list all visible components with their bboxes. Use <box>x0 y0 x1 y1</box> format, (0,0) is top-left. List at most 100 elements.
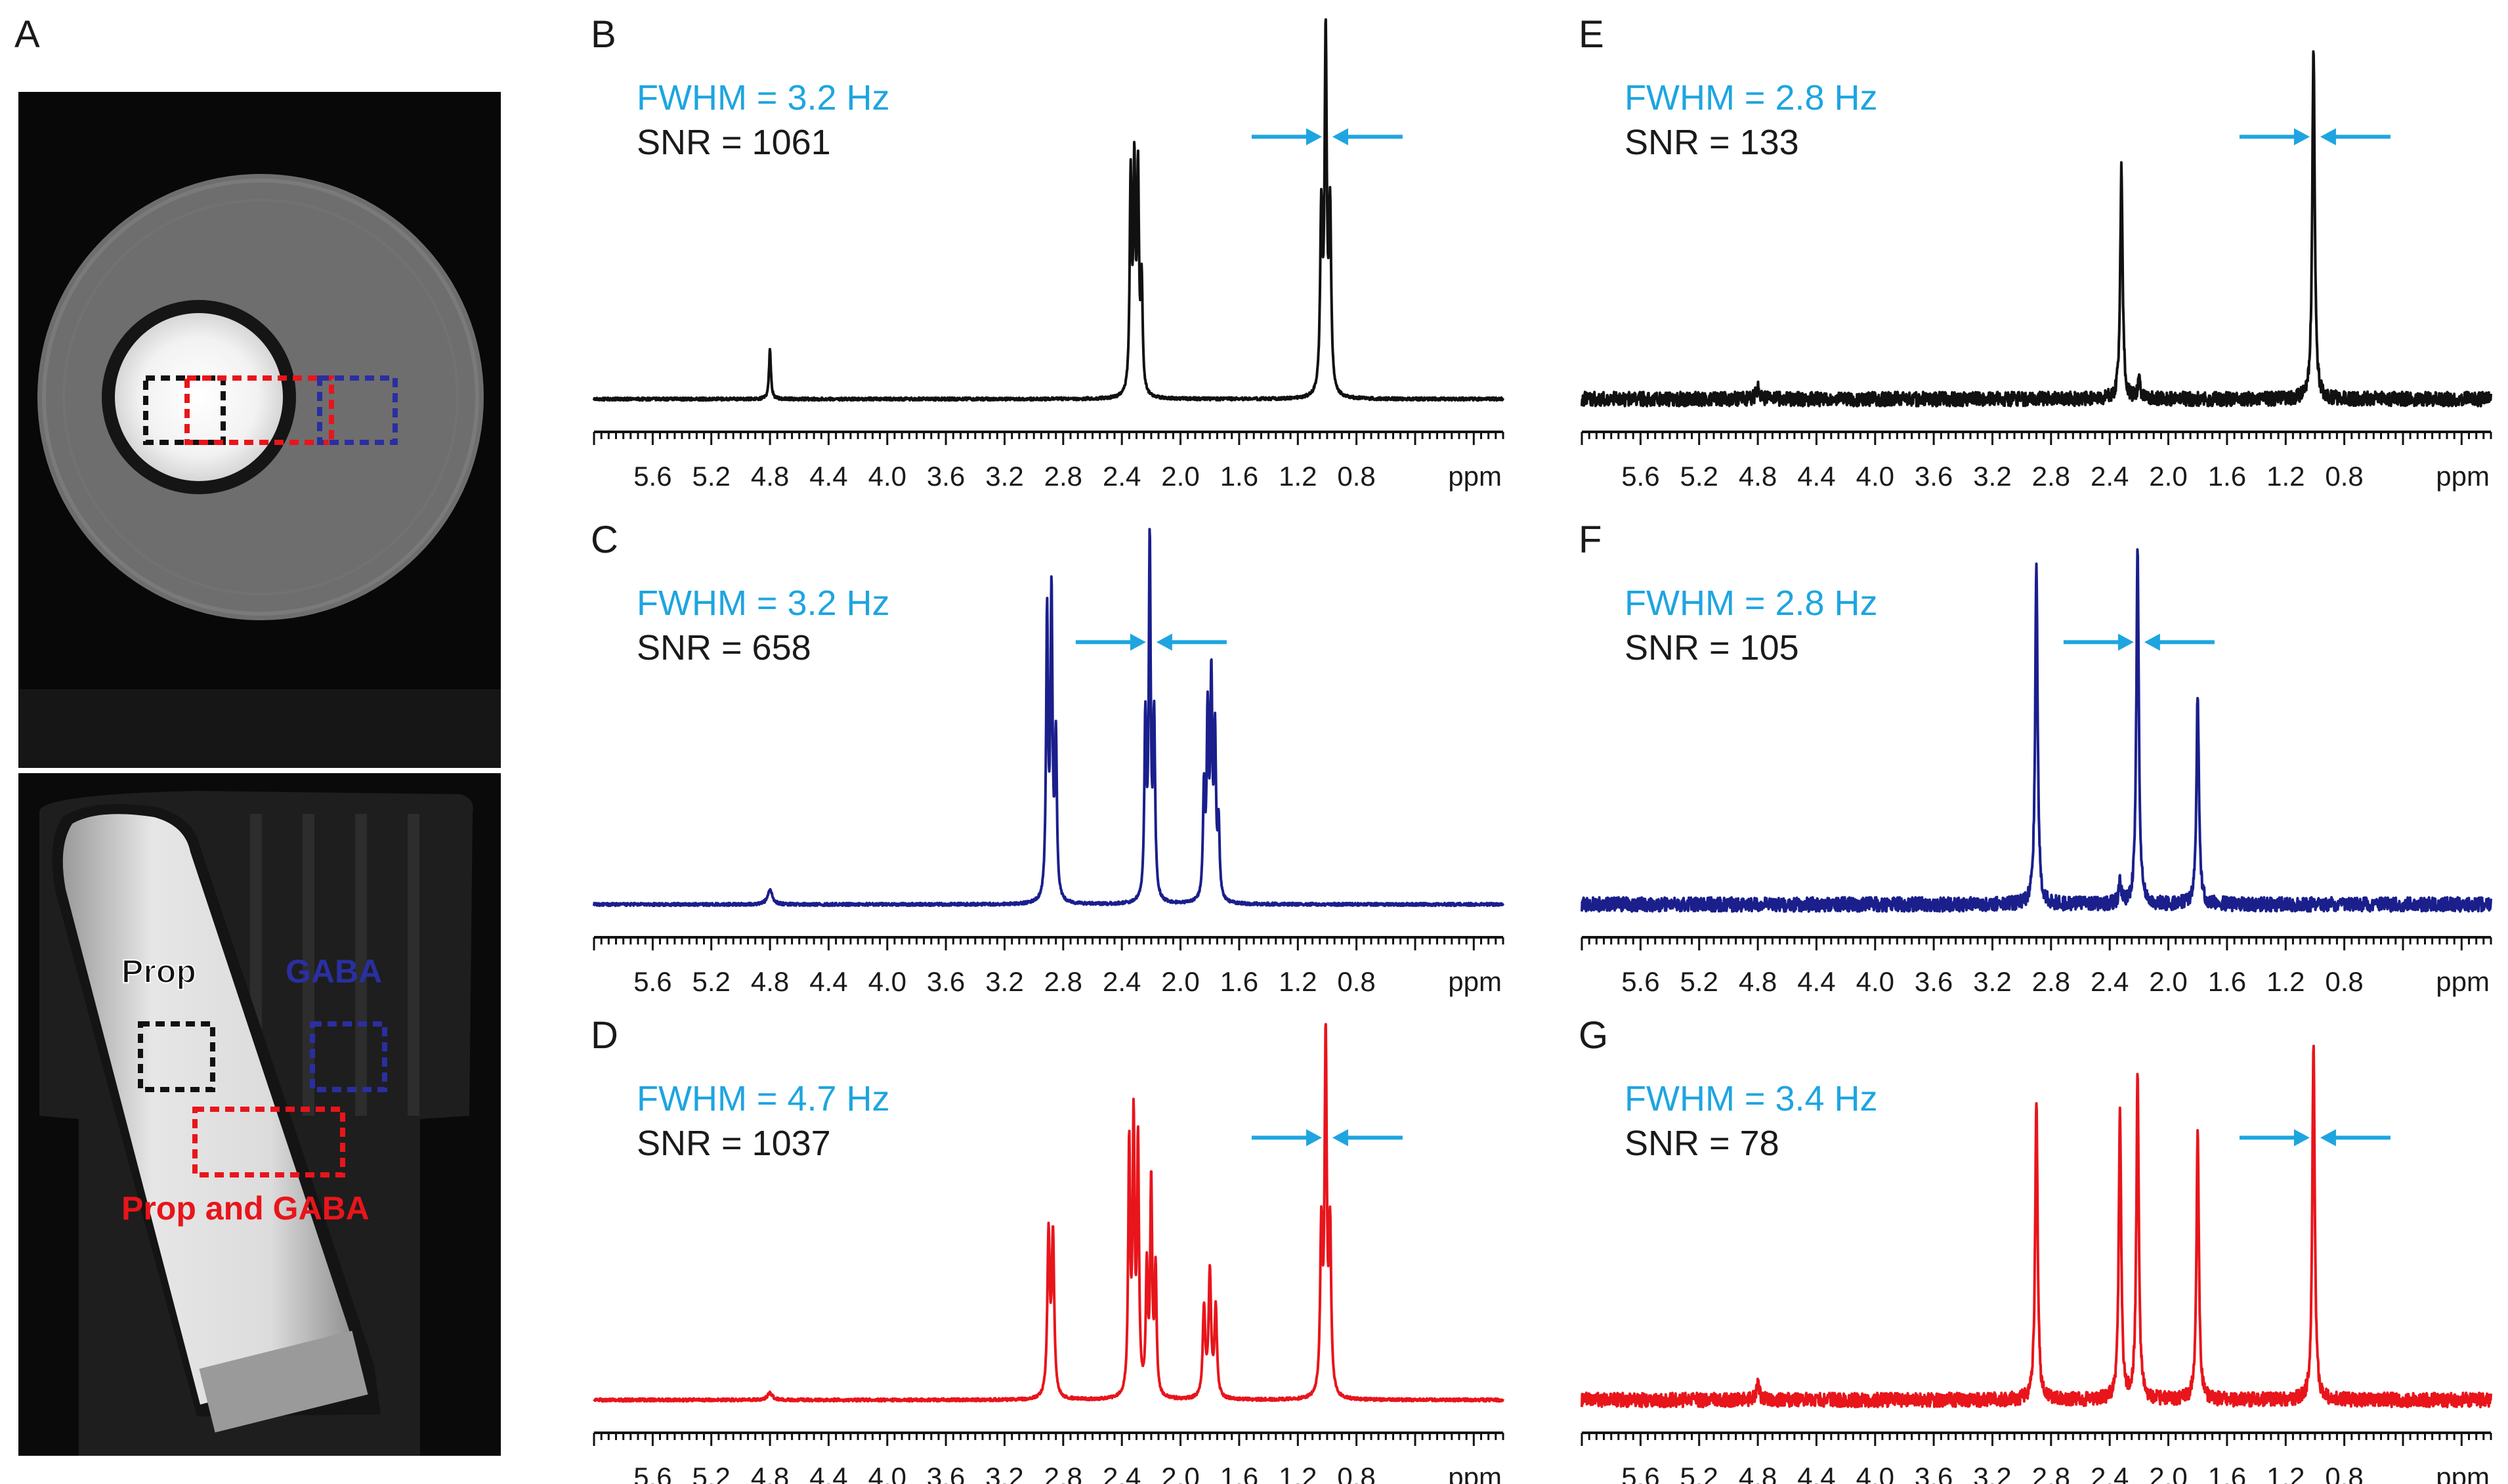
arrowhead-left <box>2320 128 2336 146</box>
fwhm-label: FWHM = 2.8 Hz <box>1625 78 1878 117</box>
tick-label: 3.6 <box>927 461 965 492</box>
panel-letter: E <box>1579 13 1604 56</box>
snr-label: SNR = 1037 <box>637 1124 831 1163</box>
tick-label: 2.8 <box>1044 1462 1082 1484</box>
tick-label: 0.8 <box>2325 1462 2363 1484</box>
x-axis-label: ppm <box>1448 461 1502 492</box>
arrowhead-left <box>1156 633 1172 651</box>
tick-label: 2.4 <box>2091 966 2129 997</box>
snr-label: SNR = 105 <box>1625 628 1799 668</box>
spectrum-panel-g: G FWHM = 3.4 Hz SNR = 78 5.6 5.2 4.8 4.4 4.0 3.6… <box>1579 1014 2492 1484</box>
spectrum-panel-e: E FWHM = 2.8 Hz SNR = 133 5.6 5.2 4.8 4.4 4.0 3.… <box>1579 13 2492 492</box>
panel-letter: B <box>591 13 616 56</box>
gaba-voxel-box-sagittal <box>310 1021 387 1092</box>
tick-label: 3.2 <box>1973 461 2011 492</box>
spectrum-panel-c: C FWHM = 3.2 Hz SNR = 658 5.6 5.2 4.8 4.4 4.0 3.… <box>591 519 1504 997</box>
tick-label: 4.0 <box>868 461 906 492</box>
arrowhead-left <box>1332 1129 1348 1147</box>
tick-label: 5.2 <box>1680 966 1718 997</box>
tick-label: 1.6 <box>1220 461 1258 492</box>
tick-label: 2.4 <box>2091 461 2129 492</box>
tick-label: 0.8 <box>1337 461 1375 492</box>
gaba-label: GABA <box>286 953 382 990</box>
tick-label: 1.6 <box>1220 1462 1258 1484</box>
spectrum-line <box>593 528 1504 908</box>
x-axis-label: ppm <box>1448 966 1502 997</box>
both-voxel-box-sagittal <box>192 1107 345 1177</box>
tick-label: 3.2 <box>985 461 1023 492</box>
spectrum-line <box>1581 548 2492 913</box>
fwhm-arrows <box>2239 1129 2391 1147</box>
x-axis: 5.6 5.2 4.8 4.4 4.0 3.6 3.2 2.8 2.4 2.0 1.6 1.2 0.8 p… <box>1581 936 2492 997</box>
tick-label: 3.2 <box>985 966 1023 997</box>
fwhm-label: FWHM = 2.8 Hz <box>1625 583 1878 623</box>
tick-label: 3.6 <box>927 1462 965 1484</box>
tick-label: 2.8 <box>2032 461 2070 492</box>
tick-label: 4.0 <box>868 966 906 997</box>
tick-label: 4.0 <box>1856 1462 1894 1484</box>
panel-letter: C <box>591 519 618 561</box>
both-voxel-box-axial <box>184 375 334 445</box>
gaba-voxel-box-axial <box>317 375 398 445</box>
arrowhead-right <box>2293 1129 2310 1147</box>
tick-label: 3.2 <box>1973 966 2011 997</box>
tick-label: 4.8 <box>1739 966 1777 997</box>
spectrum-line <box>593 1023 1504 1403</box>
tick-label: 3.6 <box>927 966 965 997</box>
x-axis: 5.6 5.2 4.8 4.4 4.0 3.6 3.2 2.8 2.4 2.0 1.6 1.2 0.8 p… <box>593 431 1504 492</box>
tick-label: 2.8 <box>2032 1462 2070 1484</box>
arrowhead-right <box>1130 633 1146 651</box>
tick-label: 2.0 <box>1161 1462 1199 1484</box>
tick-label: 5.2 <box>692 461 731 492</box>
tick-label: 1.6 <box>2208 966 2246 997</box>
x-axis-label: ppm <box>1448 1462 1502 1484</box>
tick-label: 4.4 <box>809 966 847 997</box>
x-axis: 5.6 5.2 4.8 4.4 4.0 3.6 3.2 2.8 2.4 2.0 1.6 1.2 0.8 p… <box>593 1431 1504 1484</box>
tick-label: 5.6 <box>1621 461 1659 492</box>
tick-label: 4.0 <box>868 1462 906 1484</box>
prop-voxel-box-axial <box>143 375 226 445</box>
tick-label: 1.2 <box>2266 1462 2305 1484</box>
fwhm-arrows <box>2239 128 2391 146</box>
fwhm-label: FWHM = 3.2 Hz <box>637 78 890 117</box>
prop-label: Prop <box>121 953 196 990</box>
tick-label: 1.2 <box>2266 966 2305 997</box>
spectrum-line <box>1581 50 2492 408</box>
tick-label: 4.4 <box>1797 966 1835 997</box>
tick-label: 4.8 <box>1739 1462 1777 1484</box>
tick-label: 2.8 <box>1044 966 1082 997</box>
tick-label: 5.2 <box>1680 461 1718 492</box>
tick-label: 1.2 <box>1279 1462 1317 1484</box>
tick-label: 2.0 <box>2149 1462 2187 1484</box>
axial-mri-image <box>18 92 501 768</box>
tick-label: 2.0 <box>1161 966 1199 997</box>
tick-label: 4.8 <box>751 1462 789 1484</box>
arrowhead-left <box>2320 1129 2336 1147</box>
x-axis: 5.6 5.2 4.8 4.4 4.0 3.6 3.2 2.8 2.4 2.0 1.6 1.2 0.8 p… <box>593 936 1504 997</box>
tick-label: 1.6 <box>2208 1462 2246 1484</box>
fwhm-label: FWHM = 3.2 Hz <box>637 583 890 623</box>
tick-label: 2.8 <box>1044 461 1082 492</box>
tick-label: 4.0 <box>1856 461 1894 492</box>
tick-label: 2.0 <box>2149 461 2187 492</box>
tick-label: 3.2 <box>985 1462 1023 1484</box>
tick-label: 2.4 <box>1103 461 1141 492</box>
snr-label: SNR = 658 <box>637 628 811 668</box>
arrowhead-right <box>2293 128 2310 146</box>
fwhm-arrows <box>1251 1129 1403 1147</box>
x-axis: 5.6 5.2 4.8 4.4 4.0 3.6 3.2 2.8 2.4 2.0 1.6 1.2 0.8 p… <box>1581 1431 2492 1484</box>
arrowhead-left <box>1332 128 1348 146</box>
tick-label: 2.8 <box>2032 966 2070 997</box>
tick-label: 4.4 <box>1797 461 1835 492</box>
tick-label: 0.8 <box>1337 966 1375 997</box>
x-axis-label: ppm <box>2436 461 2490 492</box>
arrowhead-left <box>2144 633 2160 651</box>
tick-label: 2.4 <box>2091 1462 2129 1484</box>
spectrum-panel-f: F FWHM = 2.8 Hz SNR = 105 5.6 5.2 4.8 4.4 4.0 3.… <box>1579 519 2492 997</box>
tick-label: 2.0 <box>1161 461 1199 492</box>
tick-label: 4.8 <box>751 966 789 997</box>
tick-label: 5.2 <box>1680 1462 1718 1484</box>
tick-label: 5.6 <box>1621 966 1659 997</box>
